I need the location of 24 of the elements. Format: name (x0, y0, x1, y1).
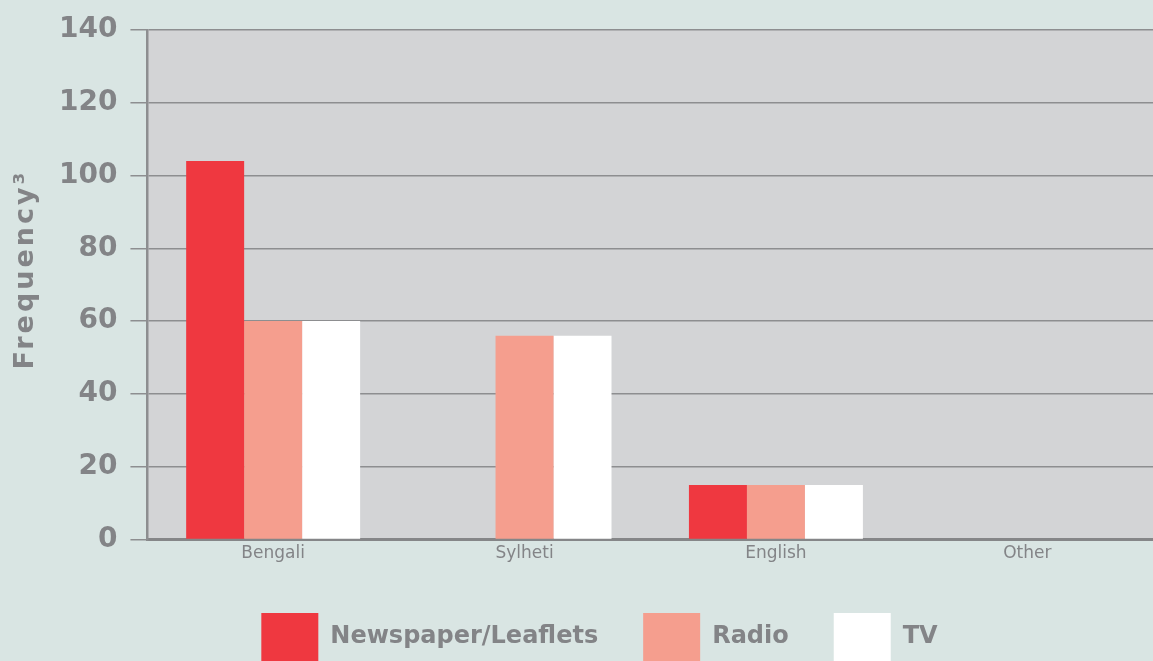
legend-label: Newspaper/Leaflets (330, 621, 599, 650)
bar (186, 160, 245, 539)
legend-label: Radio (712, 621, 789, 650)
y-tick-label: 120 (58, 83, 118, 117)
x-tick-label: Other (1003, 542, 1052, 563)
x-tick-label: English (745, 542, 807, 563)
y-tick-label: 0 (97, 520, 118, 554)
legend-label: TV (902, 621, 939, 650)
bar (553, 335, 612, 539)
y-axis-title: Frequency³ (8, 169, 40, 369)
x-tick-label: Sylheti (495, 542, 554, 563)
y-tick-label: 40 (78, 375, 118, 409)
bar (804, 484, 863, 539)
bar (746, 484, 805, 539)
bar (688, 484, 747, 539)
y-tick-label: 140 (58, 11, 118, 45)
bar (495, 335, 554, 539)
y-tick-label: 100 (58, 156, 118, 190)
y-tick-label: 20 (78, 448, 118, 482)
y-tick-label: 60 (78, 302, 118, 336)
x-tick-label: Bengali (241, 542, 305, 563)
bar (244, 321, 303, 539)
bar (302, 321, 361, 539)
y-tick-label: 80 (78, 229, 118, 263)
